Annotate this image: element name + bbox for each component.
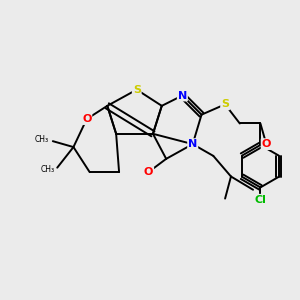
- Text: O: O: [262, 139, 271, 149]
- Text: Cl: Cl: [254, 195, 266, 205]
- Text: S: S: [221, 99, 229, 110]
- Text: S: S: [133, 85, 141, 94]
- Text: O: O: [82, 114, 92, 124]
- Text: CH₃: CH₃: [34, 135, 48, 144]
- Text: N: N: [178, 91, 187, 100]
- Text: CH₃: CH₃: [40, 165, 54, 174]
- Text: O: O: [144, 167, 153, 177]
- Text: N: N: [188, 139, 197, 149]
